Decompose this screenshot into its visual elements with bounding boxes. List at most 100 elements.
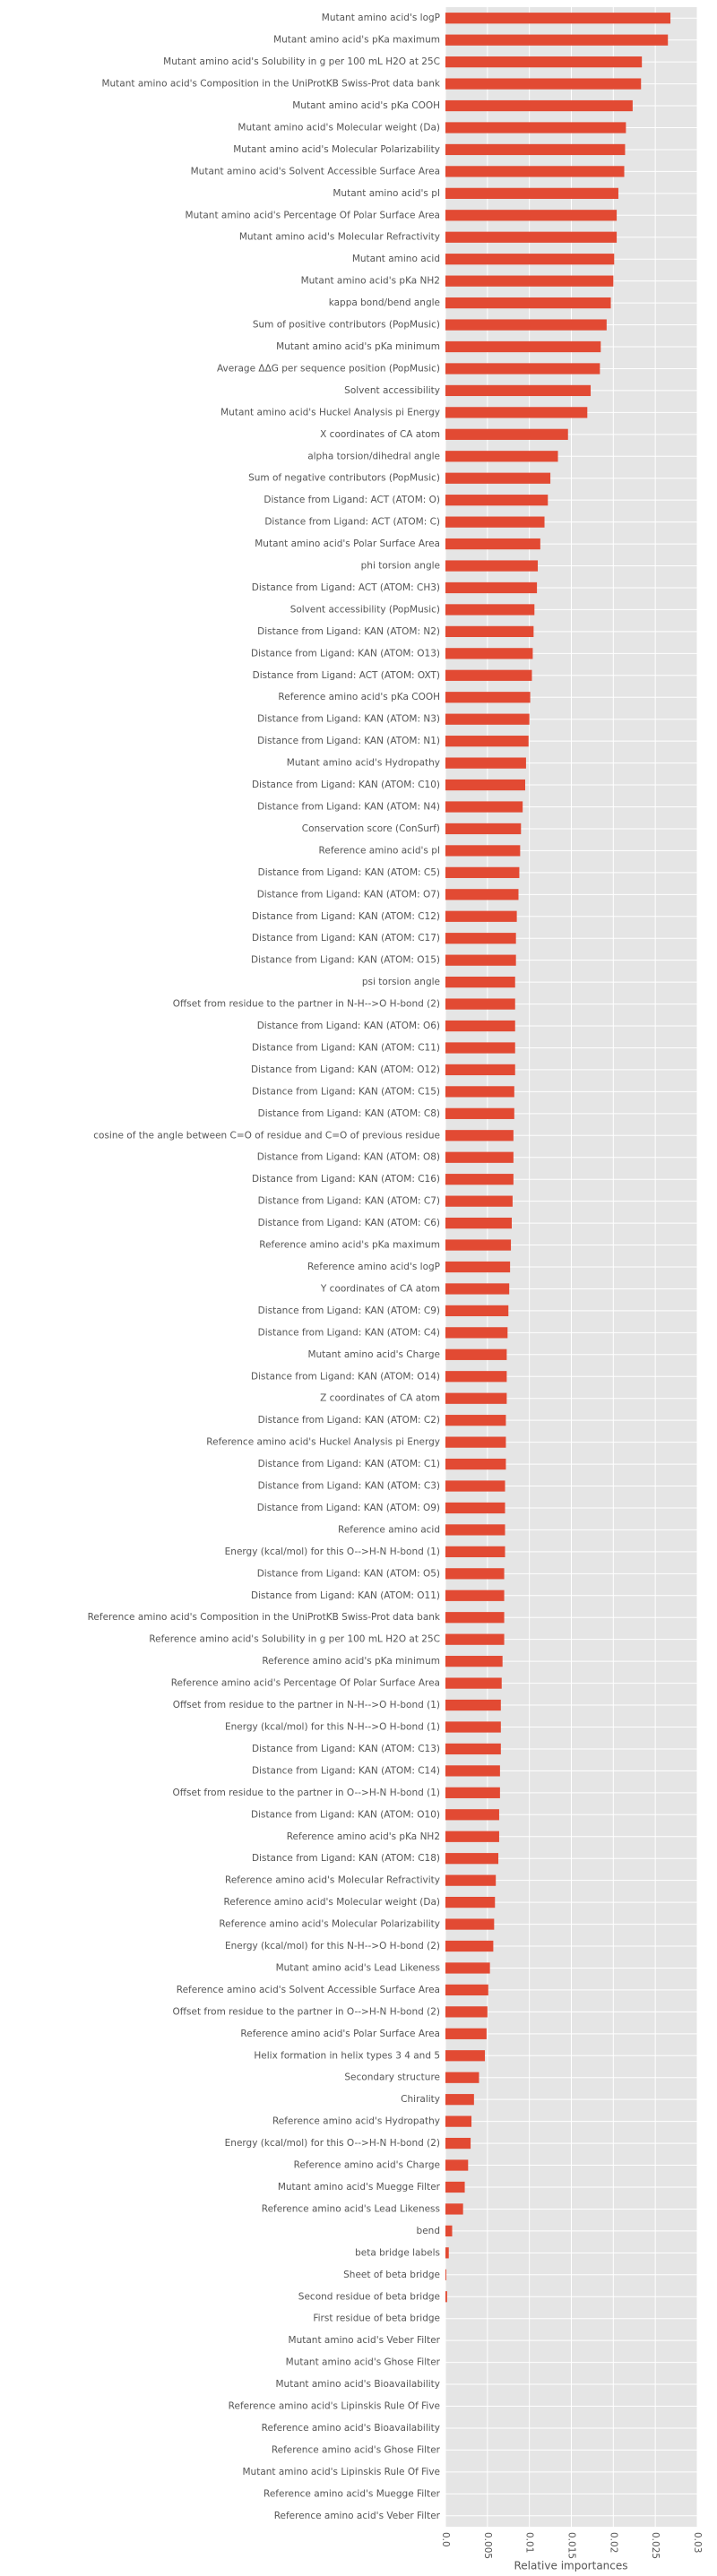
bar (445, 1831, 499, 1842)
y-tick-label: Distance from Ligand: KAN (ATOM: C1) (258, 1459, 440, 1469)
x-axis-label: Relative importances (514, 2560, 627, 2572)
bar (445, 2247, 449, 2259)
y-tick-label: Distance from Ligand: KAN (ATOM: C12) (252, 911, 440, 922)
y-tick-label: Mutant amino acid's pI (333, 188, 440, 199)
bar (445, 340, 601, 353)
bar (445, 1765, 500, 1777)
y-tick-label: Mutant amino acid's Muegge Filter (278, 2182, 441, 2193)
bar (445, 625, 534, 637)
y-tick-label: Mutant amino acid's Huckel Analysis pi E… (220, 407, 440, 418)
bar (445, 713, 530, 725)
y-tick-label: Distance from Ligand: KAN (ATOM: C3) (258, 1481, 440, 1492)
bar (445, 2028, 487, 2039)
bar (445, 2115, 472, 2127)
bar (445, 845, 521, 857)
y-tick-label: Mutant amino acid's Solvent Accessible S… (191, 166, 440, 177)
y-tick-label: Mutant amino acid's Solubility in g per … (163, 56, 440, 67)
y-tick-label: Distance from Ligand: KAN (ATOM: N4) (257, 802, 440, 813)
y-tick-label: phi torsion angle (361, 561, 440, 572)
y-tick-label: Reference amino acid's Charge (294, 2160, 440, 2171)
y-tick-label: Distance from Ligand: KAN (ATOM: C14) (252, 1765, 440, 1776)
bar (445, 1853, 499, 1865)
y-tick-label: Energy (kcal/mol) for this N-H-->O H-bon… (225, 1721, 440, 1732)
y-tick-label: Mutant amino acid's Molecular Polarizabi… (233, 144, 440, 155)
y-tick-label: Helix formation in helix types 3 4 and 5 (254, 2050, 440, 2061)
y-tick-label: X coordinates of CA atom (320, 429, 440, 440)
bar (445, 560, 539, 572)
bar (445, 1217, 512, 1229)
bar (445, 2006, 488, 2018)
bar (445, 2159, 469, 2171)
y-tick-label: Mutant amino acid's Polar Surface Area (255, 538, 440, 549)
bar (445, 692, 531, 703)
bar (445, 1261, 511, 1273)
bar (445, 1151, 514, 1163)
bar (445, 669, 532, 681)
bar (445, 1283, 510, 1295)
bar (445, 2072, 479, 2083)
bar (445, 1633, 505, 1645)
bar (445, 451, 558, 462)
y-tick-label: Reference amino acid's pKa COOH (278, 692, 440, 702)
y-tick-label: alpha torsion/dihedral angle (307, 451, 440, 461)
bar (445, 1239, 512, 1251)
y-tick-label: Offset from residue to the partner in O-… (173, 2006, 440, 2017)
bar (445, 604, 535, 616)
bar (445, 736, 529, 747)
y-tick-label: Distance from Ligand: ACT (ATOM: C) (264, 517, 440, 528)
bar (445, 210, 618, 221)
y-tick-label: Reference amino acid's Lead Likeness (262, 2203, 440, 2214)
bar (445, 2269, 446, 2280)
bar (445, 538, 540, 550)
bar (445, 275, 614, 287)
y-tick-label: Distance from Ligand: KAN (ATOM: C2) (258, 1415, 440, 1426)
bar (445, 648, 533, 659)
y-tick-label: Distance from Ligand: KAN (ATOM: C10) (252, 780, 440, 790)
y-tick-label: Distance from Ligand: KAN (ATOM: N1) (257, 736, 440, 746)
bar (445, 495, 549, 506)
bar (445, 407, 588, 418)
y-tick-label: Mutant amino acid's Bioavailability (276, 2379, 441, 2390)
bar (445, 1918, 495, 1930)
y-tick-label: Reference amino acid's Molecular Polariz… (219, 1919, 440, 1930)
bar (445, 56, 643, 68)
bar (445, 1699, 501, 1711)
bar (445, 122, 626, 134)
x-tick-label: 0.015 (566, 2532, 577, 2559)
y-tick-label: Distance from Ligand: KAN (ATOM: O5) (257, 1568, 440, 1579)
bar (445, 1897, 496, 1908)
y-tick-label: First residue of beta bridge (313, 2313, 440, 2324)
y-tick-label: Y coordinates of CA atom (320, 1283, 440, 1294)
y-tick-label: Sum of positive contributors (PopMusic) (253, 320, 440, 331)
bar (445, 254, 615, 265)
bar (445, 582, 538, 594)
bar (445, 428, 568, 440)
bar (445, 1107, 514, 1119)
bar (445, 1020, 515, 1032)
bar (445, 187, 618, 199)
y-tick-label: Mutant amino acid's Lead Likeness (276, 1962, 440, 1973)
bar (445, 1064, 515, 1076)
bar (445, 1721, 501, 1733)
bar (445, 910, 517, 922)
bar (445, 2094, 474, 2106)
bar (445, 1590, 505, 1601)
y-tick-label: Offset from residue to the partner in N-… (173, 999, 440, 1010)
y-tick-label: Reference amino acid's Molecular weight … (224, 1897, 440, 1908)
bar (445, 1524, 505, 1536)
y-tick-label: Distance from Ligand: KAN (ATOM: C16) (252, 1174, 440, 1185)
y-tick-label: Mutant amino acid's Percentage Of Polar … (186, 210, 440, 220)
y-tick-label: Distance from Ligand: KAN (ATOM: C11) (252, 1042, 440, 1053)
bar (445, 1962, 490, 1974)
y-tick-label: Reference amino acid's Veber Filter (274, 2511, 441, 2521)
bar (445, 866, 520, 878)
y-tick-label: Reference amino acid's Muegge Filter (263, 2488, 441, 2499)
bar (445, 2050, 486, 2062)
y-tick-label: Average ΔΔG per sequence position (PopMu… (217, 363, 440, 374)
y-tick-label: Reference amino acid's Composition in th… (88, 1612, 441, 1623)
y-tick-label: Reference amino acid's Lipinskis Rule Of… (229, 2401, 440, 2412)
y-tick-label: Reference amino acid's Huckel Analysis p… (206, 1437, 440, 1448)
bar (445, 889, 519, 900)
y-tick-label: Mutant amino acid's Molecular Refractivi… (239, 232, 440, 243)
